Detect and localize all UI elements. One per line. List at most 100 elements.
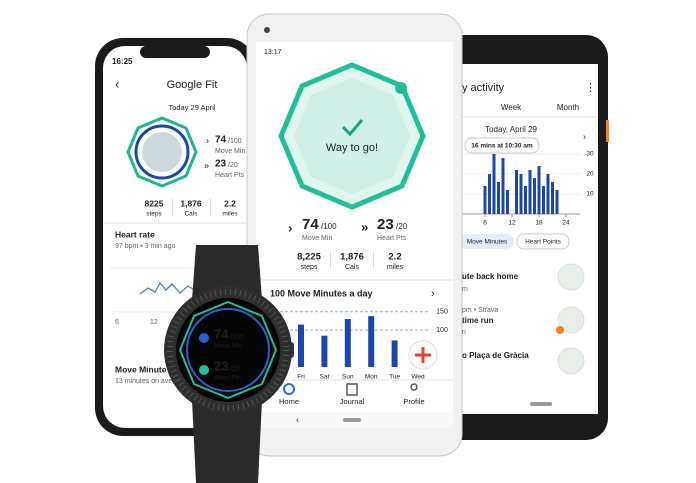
section-sub: 97 bpm • 3 min ago	[115, 243, 176, 250]
nav-icon[interactable]	[410, 383, 418, 391]
x-tick-label: Tue	[389, 374, 400, 381]
goal-ring	[134, 124, 190, 180]
item-sub: n	[462, 329, 466, 336]
bar	[497, 182, 500, 214]
x-tick-label: Sun	[342, 374, 354, 381]
bar	[492, 154, 496, 214]
map-thumb[interactable]	[557, 263, 585, 291]
item-sub: pm • Strava	[462, 307, 498, 314]
stat-value: 8,225	[297, 252, 321, 263]
goal-octagon-inner	[294, 78, 410, 194]
move-min-goal: /100	[228, 138, 242, 145]
move-min: 74	[214, 326, 229, 341]
nav-icon[interactable]	[283, 383, 295, 395]
bar	[501, 158, 505, 214]
icon	[199, 365, 209, 375]
watch-screen	[176, 298, 280, 402]
back[interactable]: ‹	[115, 76, 119, 91]
move-min-label: Move Min	[302, 235, 332, 242]
next[interactable]: ›	[583, 131, 586, 141]
home-pill[interactable]	[343, 418, 361, 422]
tooltip: 16 mins at 10:30 am	[471, 143, 533, 150]
move-min-goal: /100	[230, 334, 244, 341]
chart-title: 100 Move Minutes a day	[270, 288, 373, 298]
y-tick-label: 30	[586, 151, 594, 158]
move-min-label: Move Min	[215, 148, 245, 155]
x-tick-label: 12	[508, 220, 516, 227]
axis-label: 6	[115, 319, 119, 326]
goal-badge	[395, 82, 407, 94]
heart-rate-line	[139, 281, 197, 295]
nav-icon[interactable]	[346, 383, 358, 396]
icon	[199, 333, 209, 343]
move-min-label: Move Min	[214, 343, 243, 350]
camera	[264, 27, 270, 33]
heart-pts-goal: /20	[228, 162, 238, 169]
stat-label: Cals	[345, 264, 360, 271]
status-time: 13:17	[264, 49, 282, 56]
x-tick-label: 24	[562, 220, 570, 227]
x-tick-label: Mon	[365, 374, 378, 381]
map-thumb[interactable]	[557, 306, 585, 334]
chip[interactable]	[460, 234, 514, 249]
stat-value: 2.2	[224, 198, 236, 208]
bar	[524, 186, 527, 214]
x-tick-label: 18	[535, 220, 543, 227]
bar	[391, 340, 398, 367]
bar	[551, 182, 554, 214]
check	[341, 119, 364, 137]
bezel-ticks	[167, 289, 289, 411]
chip-label[interactable]: Heart Points	[525, 239, 562, 246]
icon: ›	[206, 135, 209, 145]
bar	[506, 190, 509, 214]
goal-ring	[178, 300, 278, 400]
date: Today, April 29	[485, 125, 537, 134]
next[interactable]: ›	[431, 288, 435, 300]
status-time: 16:25	[112, 57, 133, 66]
bar	[298, 324, 304, 367]
icon: »	[204, 160, 209, 170]
icon: ›	[288, 220, 292, 235]
notch	[140, 46, 210, 58]
heart-pts: 23	[377, 216, 394, 233]
app-title: Google Fit	[167, 79, 218, 91]
center-phone: 13:17 Way to go! › 74 /100 Move Min » 23…	[246, 13, 463, 457]
tab[interactable]: Week	[501, 103, 522, 112]
x-tick-label: Fri	[297, 374, 305, 381]
goal-text: Way to go!	[326, 142, 378, 154]
tab[interactable]: Month	[557, 103, 579, 112]
heart-pts-goal: /20	[230, 366, 240, 373]
bar	[368, 316, 375, 367]
heart-pts-label: Heart Pts	[377, 235, 407, 242]
stat-value: 1,876	[340, 252, 364, 263]
axis-label: 12	[150, 319, 158, 326]
stat-label: steps	[146, 211, 162, 218]
map-thumb[interactable]	[557, 347, 585, 375]
stat-label: Cals	[184, 211, 198, 218]
bar	[542, 186, 545, 214]
stat-value: 8225	[145, 198, 164, 208]
bar	[533, 178, 536, 214]
chip[interactable]	[516, 233, 570, 250]
bar	[546, 174, 550, 214]
chip-label[interactable]: Move Minutes	[467, 239, 508, 246]
bar	[515, 170, 518, 214]
move-min: 74	[215, 135, 227, 146]
date: Today 29 April	[168, 103, 215, 112]
stat-label: miles	[222, 211, 238, 218]
screen-title: y activity	[462, 82, 505, 94]
y-tick-label: 20	[586, 171, 594, 178]
goal-ring	[126, 116, 198, 188]
strap	[192, 245, 262, 300]
back[interactable]: ‹	[296, 414, 299, 424]
item-title: ute back home	[462, 272, 519, 281]
tooltip-box	[464, 137, 540, 154]
nav-label[interactable]: Profile	[403, 397, 424, 406]
watch: 74 /100 Move Min 23 /20 Heart Pts	[164, 245, 294, 483]
x-tick-label: Wed	[411, 374, 425, 381]
fab-icon	[415, 347, 431, 363]
menu[interactable]: ⋮	[585, 82, 596, 94]
bar	[344, 319, 351, 367]
nav-label[interactable]: Home	[279, 397, 299, 406]
nav-label[interactable]: Journal	[340, 397, 365, 406]
